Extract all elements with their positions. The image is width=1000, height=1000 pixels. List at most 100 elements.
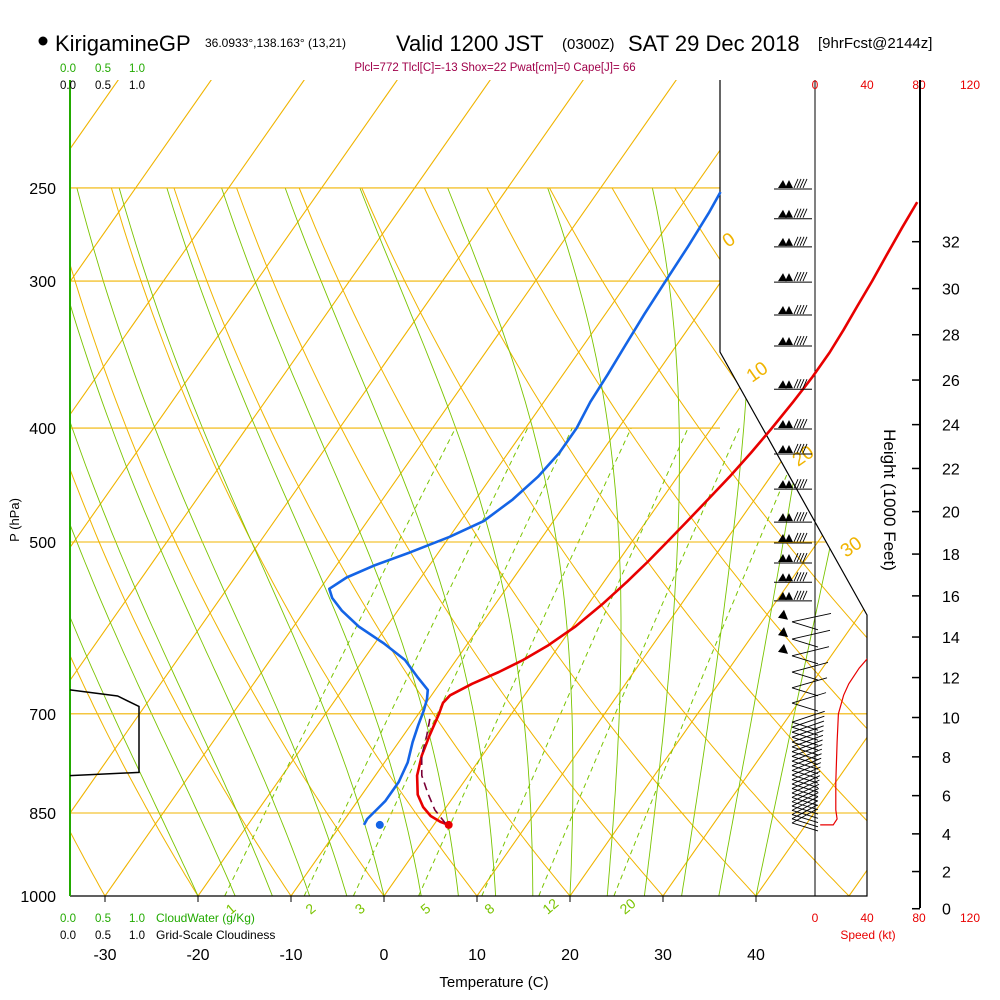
wind-barb-769 [791,753,822,775]
wind-barb-line [791,702,819,712]
dry-adiabat-20 [173,187,571,896]
isobars [70,187,867,897]
zulu-time: (0300Z) [562,36,615,53]
wind-barb-feather [802,572,808,582]
wind-barb-783 [791,762,822,784]
surface-dew-marker [375,820,384,829]
isotherm--30 [104,80,681,896]
pressure-tick-250: 250 [29,181,56,198]
wind-barb-flag [778,554,787,563]
isotherm--80 [70,80,216,896]
height-tick-20: 20 [942,505,960,522]
wind-barb-line [791,792,819,802]
wind-barb-feather [793,511,799,522]
pressure-tick-300: 300 [29,274,56,291]
mixing-ratio-label-5: 5 [417,900,433,917]
wind-barb-660 [791,677,828,697]
wind-barb-250 [774,178,812,190]
wind-barb-feather [793,552,799,563]
surface-temp-marker [444,820,453,829]
adiabat-label-30: 30 [837,533,866,562]
speed-scale-bottom: 0 40 80 120 Speed (kt) [812,911,981,942]
height-tick-10: 10 [942,711,960,728]
wind-barb-line [791,814,819,824]
wind-speed-plot [820,658,867,826]
wind-barb-staff [791,808,818,824]
wind-barb-feather [799,418,805,429]
wind-barb-line [791,770,819,779]
height-tick-26: 26 [942,373,960,390]
wind-barb-flag [778,237,787,246]
wind-barb-staff [791,762,822,776]
cloudiness-title: Grid-Scale Cloudiness [156,928,275,942]
wind-barb-feather [793,335,799,346]
wind-barb-flag [785,337,793,346]
wind-barb-line [791,801,819,811]
wind-barb-706 [791,710,825,731]
moist-adiabat-0 [118,187,385,896]
wind-barb-line [791,726,819,736]
wind-barb-feather [799,443,805,454]
wind-barb-flag [778,533,787,542]
wind-barb-feather [799,271,805,282]
wind-barb-713 [791,715,825,736]
cloudwater-bottom-label-2: 1.0 [129,913,145,925]
wind-barb-flag [778,306,787,315]
wind-barb-feather [799,511,805,522]
wind-barb-560 [774,590,812,602]
wind-barb-line [791,741,819,751]
wind-barb-line [791,671,819,681]
height-tick-2: 2 [942,865,951,882]
wind-barb-flag [778,380,787,389]
temperature-axis-label: Temperature (C) [439,974,548,991]
dry-adiabat--10 [70,187,292,896]
dry-adiabat-80 [549,187,867,896]
mixing-ratio-label-2: 2 [302,900,318,917]
wind-barb-640 [791,662,829,681]
cloudwater-top-label-1: 0.5 [95,63,111,75]
wind-barb-734 [791,730,824,751]
cloudwater-bottom-label-0: 0.0 [60,913,76,925]
wind-barb-feather [793,236,799,247]
wind-barb-620 [778,643,830,665]
wind-barb-feather [799,304,805,315]
wind-barb-flag [785,591,793,600]
pressure-tick-700: 700 [29,707,56,724]
wind-barb-600 [778,627,831,648]
adiabat-label-20: 20 [789,442,818,471]
moist-adiabat--8 [70,187,311,896]
isotherm-50 [848,80,867,896]
wind-barb-staff [791,692,827,704]
wind-barb-feather [799,552,805,563]
wind-barb-feather [793,208,799,218]
wind-barb-762 [791,748,823,770]
wind-barb-flag [785,533,793,542]
wind-barb-580 [778,609,832,631]
wind-barb-staff [791,662,829,673]
temp-tick-10: 10 [468,947,486,964]
cloudiness-top-label-0: 0.0 [60,80,76,92]
isotherms [70,80,867,896]
wind-barb-staff [791,725,824,738]
height-tick-12: 12 [942,671,960,688]
moist-adiabat--12 [70,187,273,896]
forecast-info: [9hrFcst@2144z] [818,35,932,52]
wind-barb-feather [793,443,799,454]
mixing-ratio-label-12: 12 [539,895,561,917]
cloudwater-title: CloudWater (g/Kg) [156,911,255,925]
wind-barb-line [791,774,819,784]
mixing-ratio-label-20: 20 [616,895,638,917]
speed-top-120: 120 [960,78,980,92]
wind-barb-flag [778,609,788,620]
wind-barb-line [791,822,819,832]
wind-barb-staff [791,744,823,757]
temp-tick--20: -20 [186,947,209,964]
wind-barb-staff [791,710,825,723]
wind-barb-staff [791,753,822,767]
adiabat-label-0: 0 [719,229,740,252]
wind-barb-727 [791,725,824,746]
wind-barb-flag [778,420,787,429]
temp-tick-40: 40 [747,947,765,964]
dry-adiabat-40 [298,187,757,896]
